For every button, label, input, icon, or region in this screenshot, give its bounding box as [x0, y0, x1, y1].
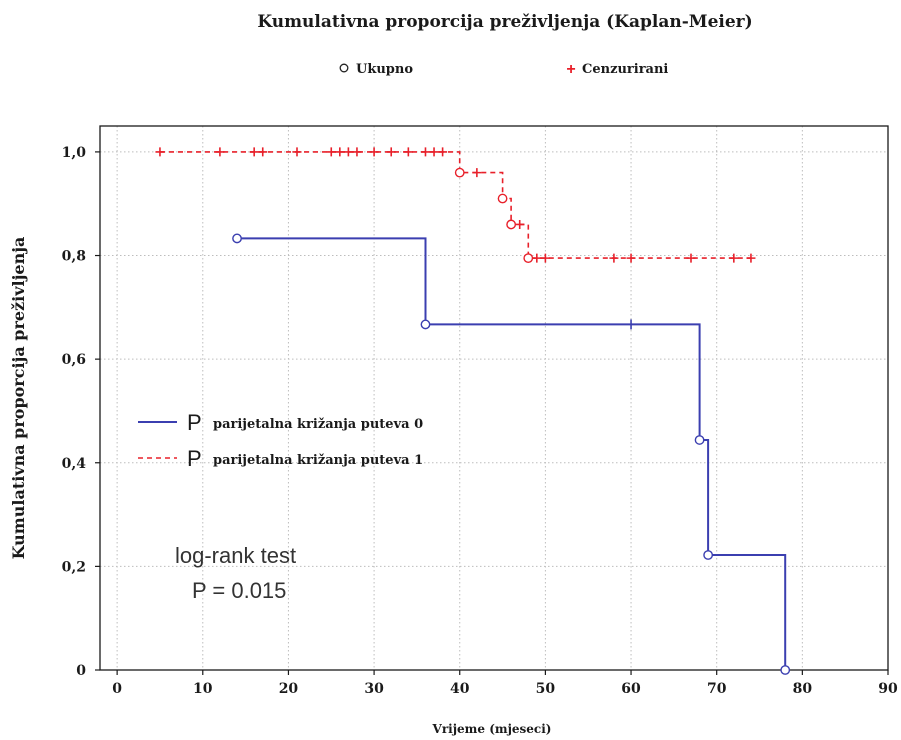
- series-0: [232, 233, 791, 675]
- y-tick-label: 0,4: [62, 456, 87, 472]
- x-tick-label: 10: [193, 681, 213, 697]
- y-tick-label: 1,0: [62, 145, 87, 161]
- x-axis: 0 10 20 30 40 50 60 70 80 90: [112, 670, 898, 697]
- event-marker: [703, 550, 714, 560]
- top-legend-plus-marker: +: [566, 61, 575, 78]
- censored-marker: [438, 147, 448, 157]
- top-legend-circle-marker: [339, 63, 349, 73]
- y-axis-label: Kumulativna proporcija preživljenja: [9, 237, 28, 560]
- event-marker: [420, 319, 431, 330]
- censored-marker: [403, 147, 413, 157]
- censored-marker: [335, 147, 345, 157]
- censored-marker: [540, 253, 550, 263]
- censored-marker: [686, 253, 696, 263]
- chart-title: Kumulativna proporcija preživljenja (Kap…: [257, 12, 752, 32]
- censored-marker: [249, 147, 259, 157]
- event-marker: [454, 167, 465, 178]
- x-tick-label: 30: [364, 681, 384, 697]
- series-line: [160, 151, 751, 259]
- censored-marker: [343, 147, 353, 157]
- censored-marker: [352, 147, 362, 157]
- censored-marker: [215, 147, 225, 157]
- censored-marker: [258, 147, 268, 157]
- x-tick-label: 50: [536, 681, 556, 697]
- event-marker: [497, 193, 508, 204]
- legend-glyph-1: P: [187, 446, 202, 471]
- legend-label-1: parijetalna križanja puteva 1: [213, 453, 423, 468]
- legend: P parijetalna križanja puteva 0 P parije…: [138, 410, 423, 471]
- censored-marker: [515, 219, 525, 229]
- series-layer: [155, 147, 791, 675]
- censored-marker: [532, 253, 542, 263]
- censored-marker: [292, 147, 302, 157]
- event-marker: [523, 253, 534, 264]
- censored-marker: [472, 168, 482, 178]
- censored-marker: [155, 147, 165, 157]
- annotation-logrank: log-rank test: [175, 543, 296, 568]
- censored-marker: [609, 253, 619, 263]
- x-tick-label: 0: [112, 681, 122, 697]
- censored-marker: [429, 147, 439, 157]
- censored-marker: [729, 253, 739, 263]
- event-marker: [232, 233, 242, 244]
- y-tick-label: 0: [76, 663, 86, 679]
- x-tick-label: 20: [279, 681, 299, 697]
- annotation-pvalue: P = 0.015: [192, 578, 286, 603]
- top-legend-label-total: Ukupno: [356, 62, 413, 77]
- legend-glyph-0: P: [187, 410, 202, 435]
- legend-label-0: parijetalna križanja puteva 0: [213, 417, 423, 432]
- x-tick-label: 80: [793, 681, 813, 697]
- censored-marker: [326, 147, 336, 157]
- censored-marker: [386, 147, 396, 157]
- series-1: [155, 147, 756, 264]
- plot-frame: [99, 125, 889, 671]
- x-tick-label: 90: [878, 681, 898, 697]
- x-tick-label: 40: [450, 681, 470, 697]
- censored-marker: [746, 253, 756, 263]
- x-tick-label: 60: [621, 681, 641, 697]
- x-axis-label: Vrijeme (mjeseci): [432, 722, 552, 736]
- y-axis: 0 0,2 0,4 0,6 0,8 1,0: [62, 145, 100, 679]
- top-legend: Ukupno + Cenzurirani: [339, 61, 668, 78]
- top-legend-label-censored: Cenzurirani: [582, 62, 668, 77]
- y-tick-label: 0,2: [62, 559, 86, 575]
- y-tick-label: 0,8: [62, 249, 86, 265]
- x-tick-label: 70: [707, 681, 727, 697]
- event-marker: [780, 665, 791, 675]
- censored-marker: [369, 147, 379, 157]
- censored-marker: [420, 147, 430, 157]
- event-marker: [506, 219, 517, 230]
- censored-marker: [626, 253, 636, 263]
- event-marker: [694, 435, 705, 445]
- y-tick-label: 0,6: [62, 352, 86, 368]
